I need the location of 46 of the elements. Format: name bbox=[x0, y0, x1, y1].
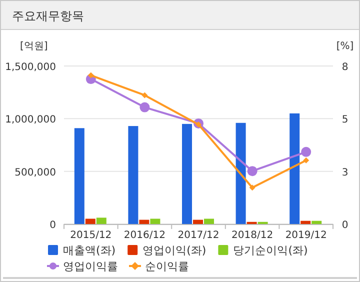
bar bbox=[182, 124, 192, 224]
bar bbox=[150, 218, 160, 224]
y-tick-label: 500,000 bbox=[14, 167, 56, 178]
y-tick-label: 1,000,000 bbox=[5, 114, 56, 126]
y2-tick-label: 5 bbox=[342, 114, 348, 126]
y2-axis-title: [%] bbox=[336, 41, 354, 52]
bar bbox=[139, 220, 150, 224]
legend-당기순이익(좌): 당기순이익(좌) bbox=[218, 244, 308, 257]
bar bbox=[74, 128, 84, 224]
legend-label: 당기순이익(좌) bbox=[233, 244, 308, 257]
y2-tick-label: 3 bbox=[342, 167, 348, 178]
legend-영업이익률: 영업이익률 bbox=[47, 260, 118, 273]
legend-순이익률: 순이익률 bbox=[129, 260, 189, 273]
bar bbox=[236, 122, 246, 224]
legend-매출액(좌): 매출액(좌) bbox=[48, 244, 116, 257]
x-tick-label: 2015/12 bbox=[70, 230, 112, 241]
legend-label: 영업이익(좌) bbox=[142, 244, 206, 257]
bar bbox=[290, 113, 300, 224]
x-tick-label: 2016/12 bbox=[124, 230, 166, 241]
x-tick-label: 2019/12 bbox=[285, 230, 327, 241]
y-axis-title: [억원] bbox=[20, 41, 48, 52]
point bbox=[303, 157, 310, 164]
point bbox=[247, 166, 258, 176]
point bbox=[249, 184, 256, 191]
bar bbox=[204, 218, 214, 224]
legend-label: 순이익률 bbox=[145, 260, 189, 273]
bar bbox=[300, 220, 311, 224]
point bbox=[142, 92, 148, 98]
bar bbox=[96, 218, 106, 224]
point bbox=[140, 102, 150, 112]
legend-label: 매출액(좌) bbox=[63, 244, 116, 257]
bar bbox=[128, 126, 138, 224]
legend-label: 영업이익률 bbox=[63, 260, 118, 273]
y-tick-label: 0 bbox=[50, 220, 56, 231]
y2-tick-label: 8 bbox=[342, 62, 348, 73]
legend-영업이익(좌): 영업이익(좌) bbox=[128, 244, 206, 257]
point bbox=[301, 146, 312, 157]
x-tick-label: 2017/12 bbox=[178, 230, 220, 241]
bar bbox=[312, 220, 322, 224]
bar bbox=[193, 220, 203, 224]
point bbox=[88, 72, 94, 78]
chart-title: 주요재무항목 bbox=[12, 9, 84, 23]
y2-tick-label: 0 bbox=[342, 220, 348, 231]
y-tick-label: 1,500,000 bbox=[5, 62, 56, 73]
bar bbox=[85, 218, 96, 224]
x-tick-label: 2018/12 bbox=[232, 230, 274, 241]
